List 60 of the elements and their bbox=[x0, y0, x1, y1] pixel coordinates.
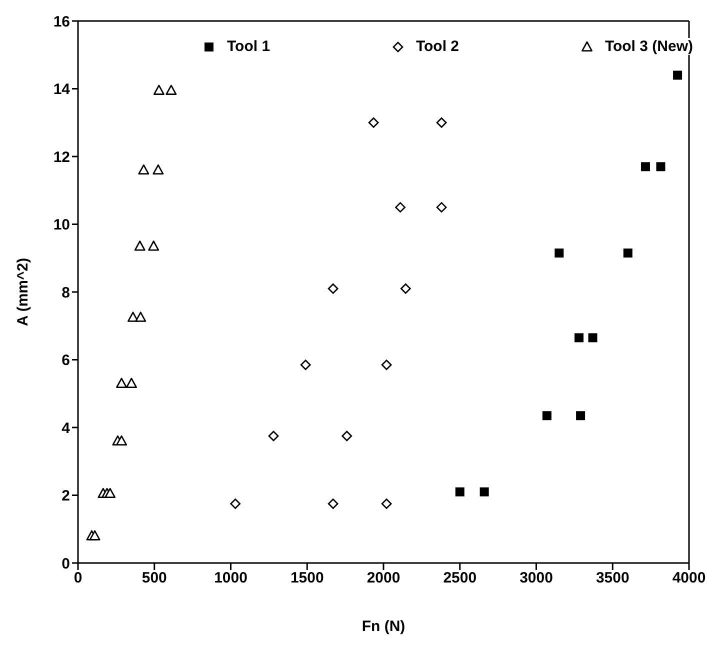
point bbox=[554, 248, 564, 258]
x-tick-label: 2000 bbox=[366, 570, 400, 587]
point bbox=[268, 430, 279, 442]
point bbox=[588, 333, 598, 342]
point bbox=[381, 360, 392, 370]
point bbox=[104, 488, 116, 498]
point bbox=[300, 360, 311, 370]
point bbox=[116, 435, 128, 446]
y-tick-label: 16 bbox=[53, 13, 70, 30]
point bbox=[127, 312, 138, 322]
point bbox=[138, 164, 150, 175]
point bbox=[230, 498, 241, 509]
x-tick-label: 1000 bbox=[214, 570, 248, 587]
x-tick-label: 4000 bbox=[672, 570, 706, 587]
point bbox=[640, 162, 650, 172]
point bbox=[395, 202, 406, 213]
point bbox=[134, 240, 146, 251]
point bbox=[576, 411, 586, 420]
point bbox=[342, 430, 352, 442]
legend-label: Tool 3 (New) bbox=[604, 38, 693, 55]
x-tick-label: 2500 bbox=[443, 570, 477, 587]
y-tick-label: 10 bbox=[53, 216, 70, 234]
x-tick-label: 3500 bbox=[596, 570, 630, 587]
point bbox=[623, 248, 632, 258]
y-tick-label: 12 bbox=[53, 148, 70, 166]
point bbox=[656, 162, 666, 172]
point bbox=[455, 487, 464, 496]
point bbox=[381, 498, 392, 509]
x-tick-label: 0 bbox=[74, 570, 82, 587]
point bbox=[126, 378, 137, 388]
point bbox=[400, 283, 411, 294]
point bbox=[116, 378, 128, 388]
point bbox=[673, 70, 682, 80]
point bbox=[135, 312, 146, 322]
point bbox=[542, 411, 552, 420]
x-tick-label: 3000 bbox=[520, 570, 553, 587]
point bbox=[574, 333, 584, 342]
x-tick-label: 1500 bbox=[290, 570, 324, 587]
point bbox=[436, 202, 447, 213]
point bbox=[436, 117, 447, 128]
legend-label: Tool 1 bbox=[227, 38, 270, 55]
point bbox=[328, 498, 338, 509]
legend-label: Tool 2 bbox=[416, 38, 460, 55]
y-tick-label: 2 bbox=[62, 488, 70, 505]
x-axis-title: Fn (N) bbox=[362, 618, 406, 635]
point bbox=[153, 84, 164, 95]
y-tick-label: 0 bbox=[62, 555, 70, 572]
point bbox=[328, 283, 338, 294]
x-tick-label: 500 bbox=[142, 570, 167, 587]
point bbox=[480, 487, 489, 496]
point bbox=[166, 84, 177, 95]
point bbox=[368, 117, 379, 128]
y-tick-label: 6 bbox=[62, 352, 70, 370]
y-tick-label: 4 bbox=[62, 420, 71, 437]
y-tick-label: 8 bbox=[62, 284, 70, 302]
y-axis-title: A (mm^2) bbox=[14, 258, 32, 326]
point bbox=[148, 240, 160, 251]
point bbox=[152, 164, 164, 175]
y-tick-label: 14 bbox=[53, 81, 71, 98]
point bbox=[89, 530, 100, 540]
